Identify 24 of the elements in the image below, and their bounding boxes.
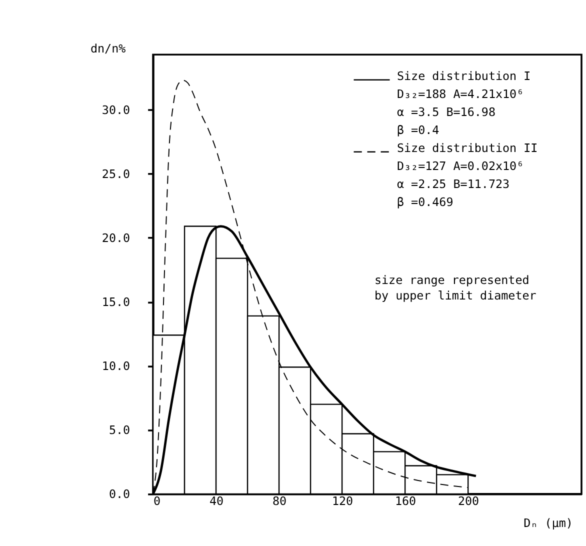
annotation: size range represented by upper limit diameter: [374, 273, 536, 302]
x-tick-label: 120: [332, 494, 354, 508]
y-tick-label: 5.0: [108, 422, 130, 437]
x-tick-label: 0: [153, 494, 161, 508]
annotation: D₃₂=127 A=0.02x10⁶: [396, 158, 524, 173]
annotation: α =2.25 B=11.723: [396, 176, 510, 191]
x-axis-title: Dₙ (μm): [524, 516, 573, 530]
annotation: α =3.5 B=16.98: [396, 104, 496, 119]
x-tick-label: 200: [458, 494, 480, 508]
y-tick-label: 25.0: [102, 166, 130, 181]
x-tick-label: 40: [209, 494, 224, 508]
y-tick-label: 10.0: [102, 358, 130, 373]
legend-label: Size distribution I: [396, 68, 531, 83]
y-tick-label: 20.0: [102, 230, 130, 245]
legend-label: Size distribution II: [396, 140, 538, 155]
annotation: β =0.469: [396, 194, 454, 209]
annotation: D₃₂=188 A=4.21x10⁶: [396, 86, 524, 101]
y-tick-label: 0.0: [108, 486, 130, 501]
y-axis-title: dn/n%: [90, 41, 126, 56]
y-tick-label: 15.0: [102, 294, 130, 309]
x-tick-label: 80: [272, 494, 287, 508]
x-tick-label: 160: [394, 494, 416, 508]
y-tick-label: 30.0: [102, 102, 130, 117]
annotation: β =0.4: [396, 122, 440, 137]
